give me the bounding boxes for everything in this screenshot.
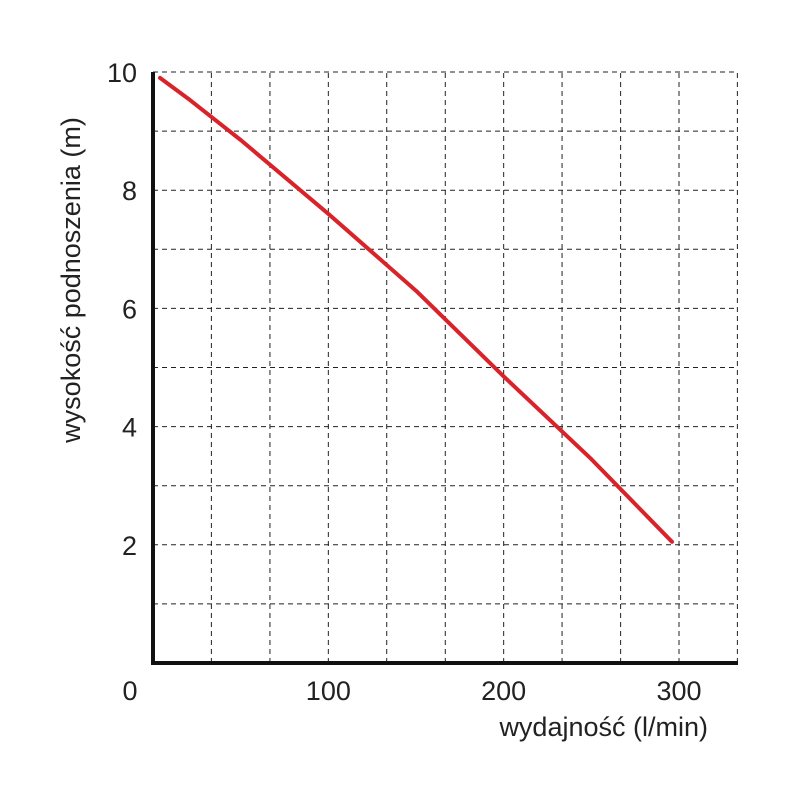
x-tick-label-100: 100 xyxy=(306,676,351,706)
y-axis-title: wysokość podnoszenia (m) xyxy=(56,117,86,444)
axes xyxy=(151,72,738,665)
tick-labels: 0 100 200 300 2 4 6 8 10 xyxy=(107,58,702,706)
x-tick-label-200: 200 xyxy=(481,676,526,706)
y-tick-label-6: 6 xyxy=(122,294,137,324)
y-tick-label-2: 2 xyxy=(122,531,137,561)
x-axis-title: wydajność (l/min) xyxy=(498,712,708,742)
series-line-curve xyxy=(158,75,674,544)
y-tick-label-4: 4 xyxy=(122,413,137,443)
series-layer xyxy=(158,75,674,544)
grid xyxy=(153,71,738,663)
y-tick-label-8: 8 xyxy=(122,176,137,206)
x-tick-label-300: 300 xyxy=(656,676,701,706)
x-tick-label-0: 0 xyxy=(122,676,137,706)
y-tick-label-10: 10 xyxy=(107,58,137,88)
